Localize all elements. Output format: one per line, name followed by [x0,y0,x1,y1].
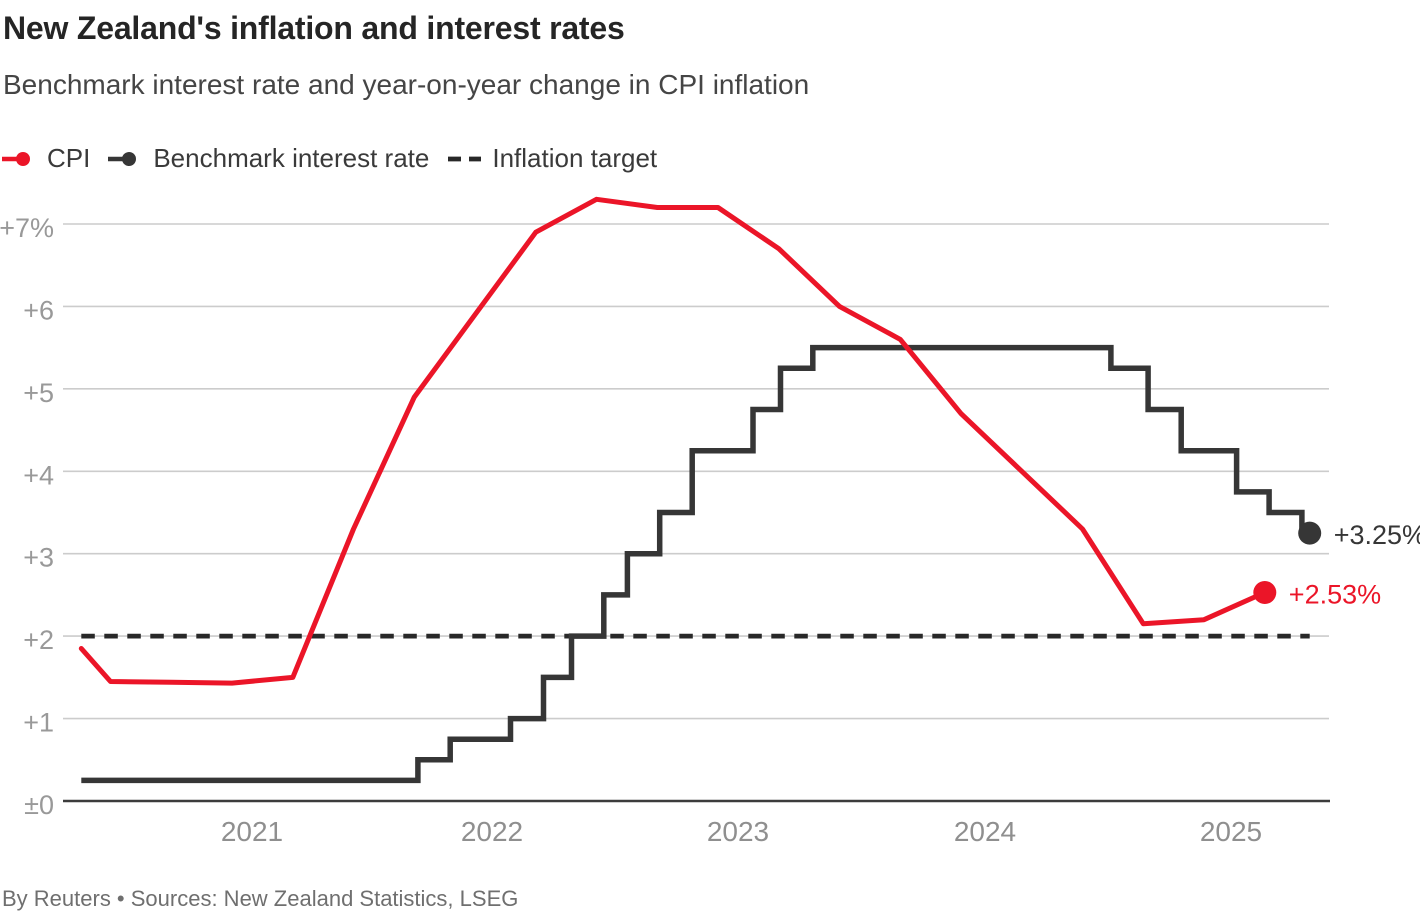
source-attribution: By Reuters • Sources: New Zealand Statis… [2,886,519,911]
cpi-end-dot [1253,581,1277,604]
y-axis-tick-label: +5 [23,378,54,408]
chart-title: New Zealand's inflation and interest rat… [3,10,625,46]
x-axis-tick-label: 2022 [461,816,523,847]
legend-marker-line-dot-icon [2,151,30,166]
y-axis-tick-label: +3 [23,543,54,573]
chart-subtitle: Benchmark interest rate and year-on-year… [3,69,810,100]
benchmark-end-label: +3.25% [1334,520,1420,550]
cpi-line [78,196,1268,686]
legend-marker-dash-icon [448,156,482,161]
y-axis-tick-label: +7% [0,213,54,243]
legend-item-target: Inflation target [447,143,657,174]
legend-item-benchmark: Benchmark interest rate [108,143,429,174]
legend-label-cpi: CPI [47,143,91,173]
legend-label-target: Inflation target [492,143,658,173]
x-axis-tick-label: 2024 [954,816,1016,847]
y-axis-tick-label: +2 [23,625,54,655]
legend-marker-line-dot-icon [108,151,137,166]
y-axis-tick-label: +1 [23,708,54,738]
x-axis-tick-label: 2023 [707,816,769,847]
legend: CPI Benchmark interest rate Inflation targ… [2,143,657,174]
benchmark-end-dot [1298,521,1322,545]
y-axis-tick-label: ±0 [24,790,54,820]
x-axis-tick-label: 2025 [1200,816,1262,847]
cpi-end-label: +2.53% [1289,580,1381,610]
y-axis-tick-label: +6 [23,295,54,325]
benchmark-rate-line [81,344,1310,784]
x-axis-tick-label: 2021 [221,816,283,847]
legend-item-cpi: CPI [2,143,90,174]
legend-label-benchmark: Benchmark interest rate [153,143,430,173]
y-axis-tick-label: +4 [23,460,54,490]
